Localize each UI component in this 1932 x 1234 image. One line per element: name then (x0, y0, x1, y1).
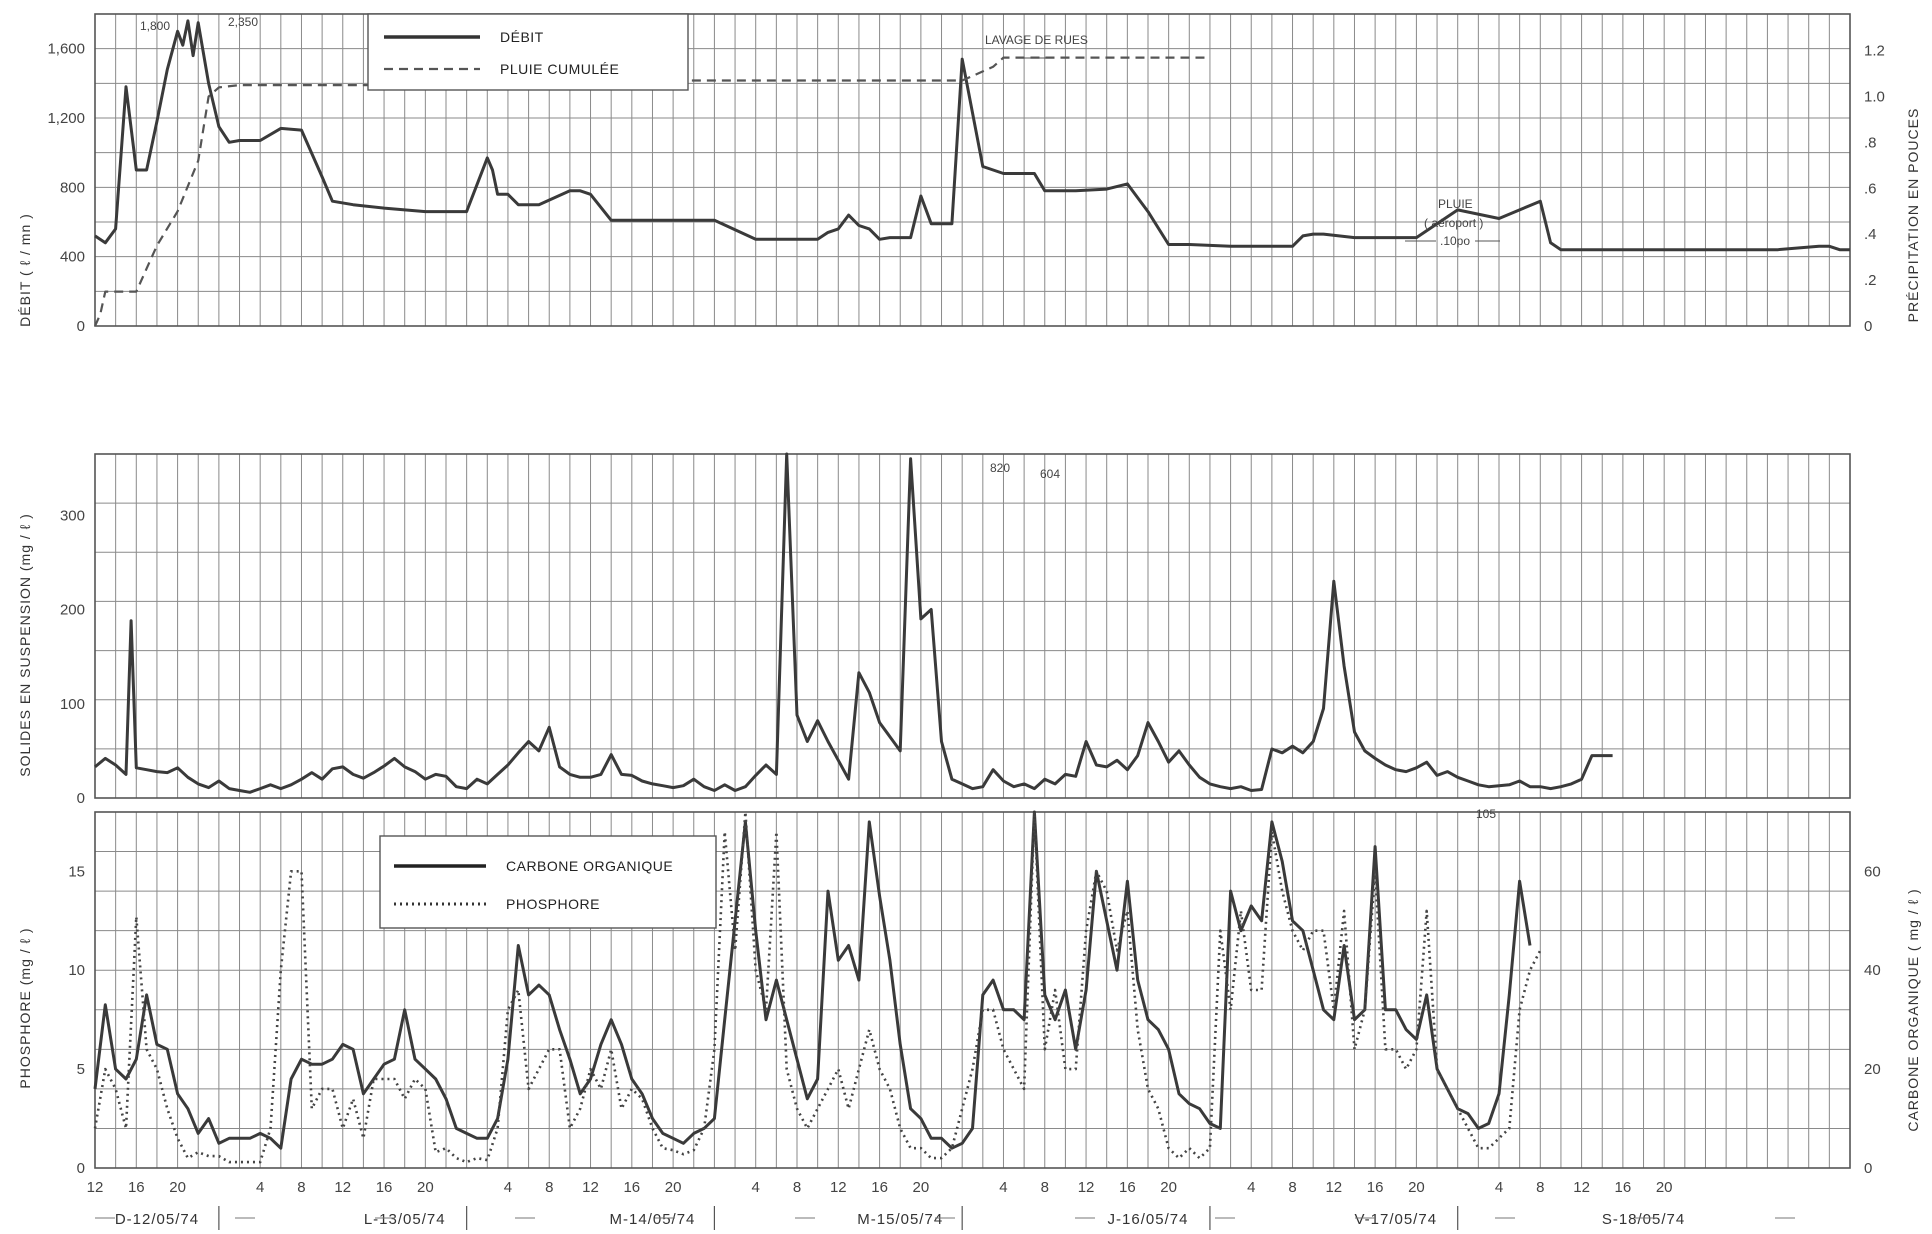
x-tick-label: 12 (1325, 1179, 1342, 1196)
x-tick-label: 16 (128, 1179, 145, 1196)
bottom-y2label: CARBONE ORGANIQUE ( mg / ℓ ) (1905, 888, 1921, 1131)
y-tick-label: 300 (60, 507, 85, 524)
day-label: J-16/05/74 (1108, 1211, 1189, 1228)
x-tick-label: 8 (297, 1179, 305, 1196)
x-tick-label: 16 (1615, 1179, 1632, 1196)
y2-tick-label: 20 (1864, 1061, 1881, 1078)
annotation-pluie: PLUIE (1438, 197, 1473, 211)
x-tick-label: 12 (334, 1179, 351, 1196)
y-tick-label: 1,200 (47, 110, 85, 127)
y-tick-label: 5 (77, 1061, 85, 1078)
panel-frame (94, 453, 1851, 799)
x-tick-label: 8 (1288, 1179, 1296, 1196)
x-tick-label: 4 (752, 1179, 760, 1196)
x-tick-label: 4 (999, 1179, 1007, 1196)
x-tick-label: 20 (1656, 1179, 1673, 1196)
x-tick-label: 20 (665, 1179, 682, 1196)
y2-tick-label: 0 (1864, 1160, 1872, 1177)
y-tick-label: 15 (68, 863, 85, 880)
x-tick-label: 8 (793, 1179, 801, 1196)
x-tick-label: 4 (256, 1179, 264, 1196)
x-tick-label: 16 (871, 1179, 888, 1196)
x-tick-label: 16 (1119, 1179, 1136, 1196)
y2-tick-label: .4 (1864, 226, 1877, 243)
y-tick-label: 0 (77, 318, 85, 335)
day-label: D-12/05/74 (115, 1211, 199, 1228)
x-tick-label: 20 (1160, 1179, 1177, 1196)
y2-tick-label: 1.0 (1864, 89, 1885, 106)
x-tick-label: 4 (1495, 1179, 1503, 1196)
x-tick-label: 16 (1367, 1179, 1384, 1196)
x-tick-label: 16 (376, 1179, 393, 1196)
annotation-pluie-amount: .10po (1440, 234, 1470, 248)
y-tick-label: 0 (77, 790, 85, 807)
legend-phosphore-label: PHOSPHORE (506, 896, 600, 912)
y2-tick-label: 0 (1864, 318, 1872, 335)
day-label: S-18/05/74 (1602, 1211, 1685, 1228)
carbone-organique-series-line (93, 810, 1532, 1150)
phosphore-series-line (93, 810, 1542, 1164)
y-tick-label: 100 (60, 696, 85, 713)
tick-layer: 04008001,2001,6000.2.4.6.81.01.201002003… (47, 41, 1885, 1230)
top-legend: DÉBIT PLUIE CUMULÉE (367, 13, 689, 91)
x-tick-label: 20 (169, 1179, 186, 1196)
y-tick-label: 800 (60, 179, 85, 196)
x-tick-label: 12 (87, 1179, 104, 1196)
day-label: M-15/05/74 (857, 1211, 943, 1228)
middle-ylabel: SOLIDES EN SUSPENSION (mg / ℓ ) (17, 513, 33, 776)
x-tick-label: 4 (1247, 1179, 1255, 1196)
x-tick-label: 20 (913, 1179, 930, 1196)
y2-tick-label: .8 (1864, 134, 1877, 151)
x-tick-label: 8 (1041, 1179, 1049, 1196)
x-tick-label: 20 (1408, 1179, 1425, 1196)
y-tick-label: 400 (60, 249, 85, 266)
x-tick-label: 8 (1536, 1179, 1544, 1196)
y2-tick-label: 60 (1864, 863, 1881, 880)
bottom-legend: CARBONE ORGANIQUE PHOSPHORE (379, 835, 717, 929)
x-tick-label: 20 (417, 1179, 434, 1196)
annotation-peak-105: 105 (1476, 807, 1496, 821)
y2-tick-label: .6 (1864, 180, 1877, 197)
annotation-peak-604: 604 (1040, 467, 1060, 481)
panel-frame (94, 13, 1851, 327)
bottom-ylabel: PHOSPHORE (mg / ℓ ) (17, 927, 33, 1088)
annotation-pluie-source: ( aéroport ) (1424, 216, 1483, 230)
day-label: L-13/05/74 (364, 1211, 446, 1228)
x-tick-label: 12 (582, 1179, 599, 1196)
annotation-peak-1800: 1,800 (140, 19, 170, 33)
grid-layer (94, 13, 1851, 1169)
y2-tick-label: .2 (1864, 272, 1877, 289)
solides-en-suspension-series-line (94, 452, 1613, 794)
x-tick-label: 12 (830, 1179, 847, 1196)
y-tick-label: 200 (60, 602, 85, 619)
legend-carbone-label: CARBONE ORGANIQUE (506, 858, 673, 874)
x-tick-label: 8 (545, 1179, 553, 1196)
y2-tick-label: 40 (1864, 962, 1881, 979)
x-tick-label: 16 (623, 1179, 640, 1196)
annotation-lavage: LAVAGE DE RUES (985, 33, 1088, 47)
annotation-peak-2350: 2,350 (228, 15, 258, 29)
pluie-cumul-e-series-line (93, 56, 1210, 327)
day-label: M-14/05/74 (610, 1211, 696, 1228)
series-layer (93, 19, 1850, 1164)
legend-debit-label: DÉBIT (500, 29, 544, 45)
top-ylabel: DÉBIT ( ℓ / mn ) (17, 213, 33, 327)
y-tick-label: 1,600 (47, 41, 85, 58)
x-tick-label: 12 (1078, 1179, 1095, 1196)
top-y2label: PRÉCIPITATION EN POUCES (1905, 108, 1921, 323)
y2-tick-label: 1.2 (1864, 43, 1885, 60)
legend-pluie-label: PLUIE CUMULÉE (500, 61, 619, 77)
day-label: V-17/05/74 (1354, 1211, 1437, 1228)
annotation-peak-820: 820 (990, 461, 1010, 475)
y-tick-label: 0 (77, 1160, 85, 1177)
x-tick-label: 4 (504, 1179, 512, 1196)
d-bit-series-line (94, 19, 1850, 252)
y-tick-label: 10 (68, 962, 85, 979)
x-tick-label: 12 (1573, 1179, 1590, 1196)
panel-frame (94, 811, 1851, 1169)
